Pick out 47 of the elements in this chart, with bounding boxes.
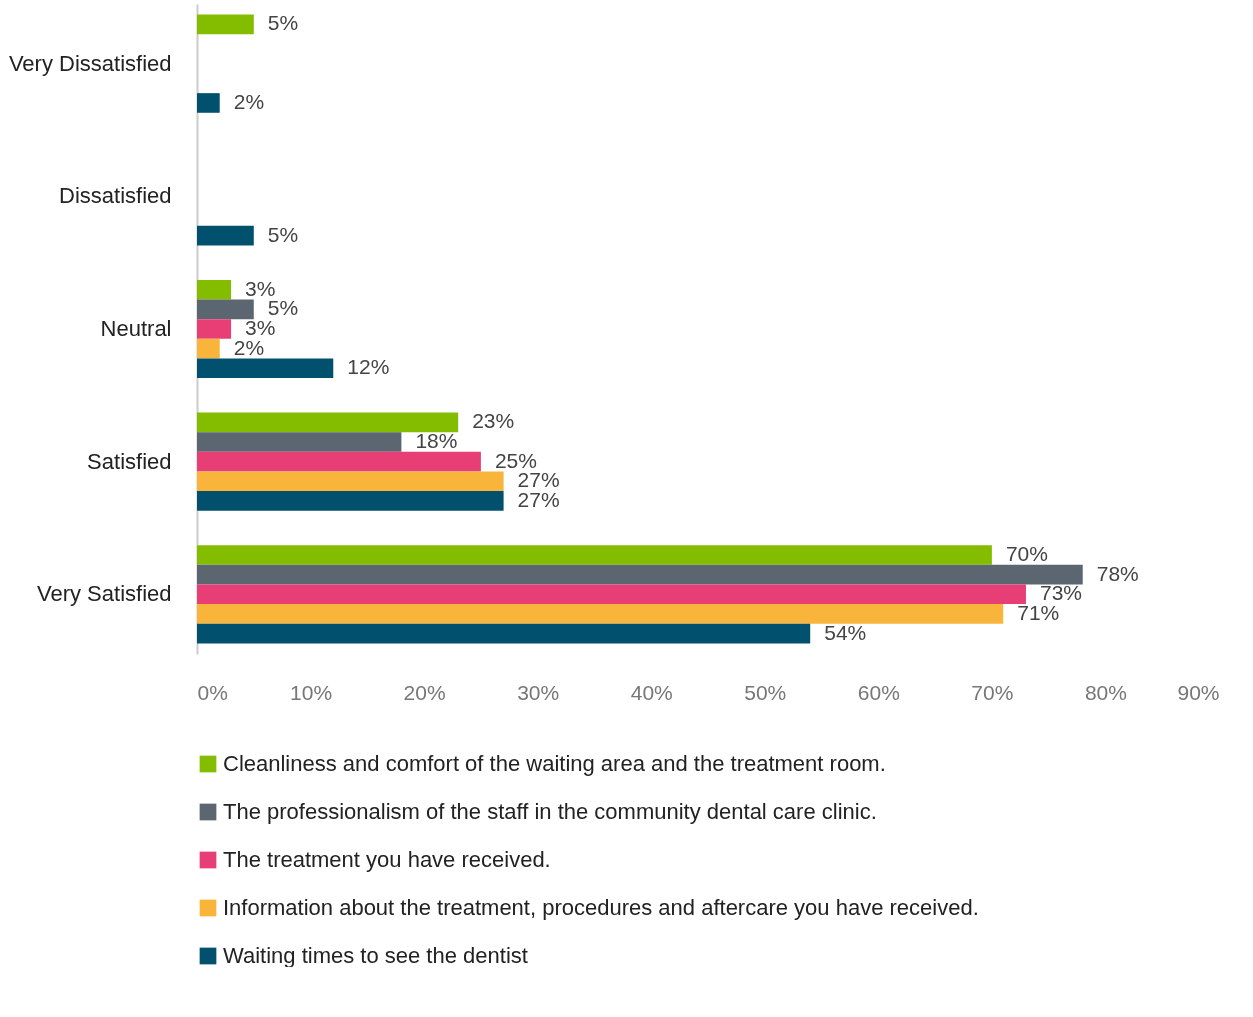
bar bbox=[197, 623, 811, 644]
data-label: 23% bbox=[472, 409, 515, 433]
bar bbox=[197, 225, 254, 246]
bar bbox=[197, 279, 232, 300]
legend-label: Waiting times to see the dentist bbox=[223, 943, 528, 968]
legend-label: The professionalism of the staff in the community dental care clinic. bbox=[223, 799, 877, 824]
data-label: 18% bbox=[415, 429, 458, 453]
data-label: 78% bbox=[1096, 561, 1139, 585]
y-tick-label: Very Dissatisfied bbox=[8, 50, 172, 76]
x-tick-label: 40% bbox=[630, 680, 673, 704]
bar bbox=[197, 299, 254, 320]
bar bbox=[197, 491, 504, 511]
bar bbox=[197, 604, 1004, 624]
bar bbox=[197, 545, 992, 565]
x-tick-label: 60% bbox=[857, 680, 900, 704]
x-tick-label: 70% bbox=[971, 680, 1014, 704]
y-tick-label: Neutral bbox=[100, 316, 172, 341]
y-tick-label: Satisfied bbox=[87, 448, 172, 474]
data-label: 70% bbox=[1005, 542, 1048, 566]
x-tick-label: 10% bbox=[290, 680, 333, 704]
bar bbox=[197, 93, 220, 113]
bar bbox=[197, 358, 334, 379]
data-label: 5% bbox=[267, 222, 299, 246]
x-tick-label: 20% bbox=[403, 680, 446, 704]
bar bbox=[197, 319, 232, 339]
bar bbox=[197, 412, 459, 433]
legend-label: The treatment you have received. bbox=[223, 847, 551, 872]
bar bbox=[197, 14, 254, 35]
legend-label: Cleanliness and comfort of the waiting area and the treatment room. bbox=[223, 751, 886, 776]
bar bbox=[197, 451, 481, 472]
legend-label: Information about the treatment, procedures and aftercare you have received. bbox=[223, 895, 979, 920]
x-tick-label: 90% bbox=[1177, 680, 1220, 704]
bar bbox=[197, 338, 220, 359]
x-tick-label: 50% bbox=[744, 680, 787, 704]
x-tick-label: 0% bbox=[197, 680, 228, 704]
data-label: 54% bbox=[824, 620, 867, 644]
bar bbox=[197, 432, 402, 452]
y-tick-label: Dissatisfied bbox=[59, 183, 172, 209]
y-tick-label: Very Satisfied bbox=[36, 581, 172, 607]
bar bbox=[197, 471, 504, 492]
data-label: 12% bbox=[347, 355, 390, 379]
bar bbox=[197, 564, 1083, 585]
x-tick-label: 30% bbox=[517, 680, 560, 704]
data-label: 2% bbox=[233, 89, 265, 113]
bar bbox=[197, 584, 1026, 605]
x-tick-label: 80% bbox=[1084, 680, 1127, 704]
data-label: 5% bbox=[267, 11, 299, 35]
